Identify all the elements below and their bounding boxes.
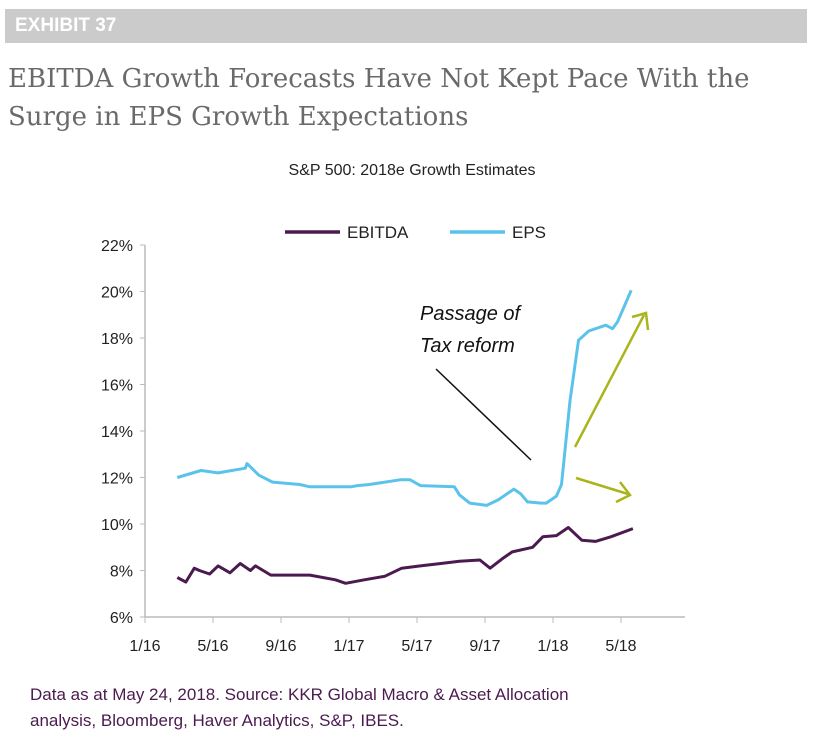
series-line-eps [176,289,633,507]
y-tick-label: 8% [110,564,133,581]
up-arrow-head [631,311,650,331]
y-tick-label: 6% [110,610,133,627]
annotation-line-1: Passage of [420,303,523,325]
y-tick-label: 14% [101,424,133,441]
source-line-2: analysis, Bloomberg, Haver Analytics, S&… [30,711,404,730]
annotation-pointer [435,368,532,461]
y-tick-label: 18% [101,331,133,348]
x-tick-label: 1/17 [333,638,364,655]
flat-arrow [575,476,629,496]
chart-title: S&P 500: 2018e Growth Estimates [288,162,536,179]
legend-label-ebitda: EBITDA [347,223,409,242]
x-tick-label: 1/16 [129,638,160,655]
x-tick-label: 5/16 [197,638,228,655]
x-tick-label: 1/18 [537,638,568,655]
page-title: EBITDA Growth Forecasts Have Not Kept Pa… [8,64,750,132]
flat-arrow-head [615,481,632,504]
y-tick-label: 20% [101,285,133,302]
source-line-1: Data as at May 24, 2018. Source: KKR Glo… [30,685,569,704]
legend-label-eps: EPS [512,223,546,242]
exhibit-banner: EXHIBIT 37 [5,9,807,43]
x-tick-label: 5/17 [401,638,432,655]
y-tick-label: 10% [101,517,133,534]
y-tick-label: 22% [101,238,133,255]
y-tick-label: 12% [101,471,133,488]
up-arrow [573,314,646,448]
series-line-ebitda [176,526,634,585]
x-tick-label: 9/17 [469,638,500,655]
x-tick-label: 5/18 [605,638,636,655]
x-tick-label: 9/16 [265,638,296,655]
exhibit-label: EXHIBIT 37 [15,15,117,36]
annotation-line-2: Tax reform [420,335,515,357]
y-tick-label: 16% [101,378,133,395]
source-note: Data as at May 24, 2018. Source: KKR Glo… [30,682,569,734]
